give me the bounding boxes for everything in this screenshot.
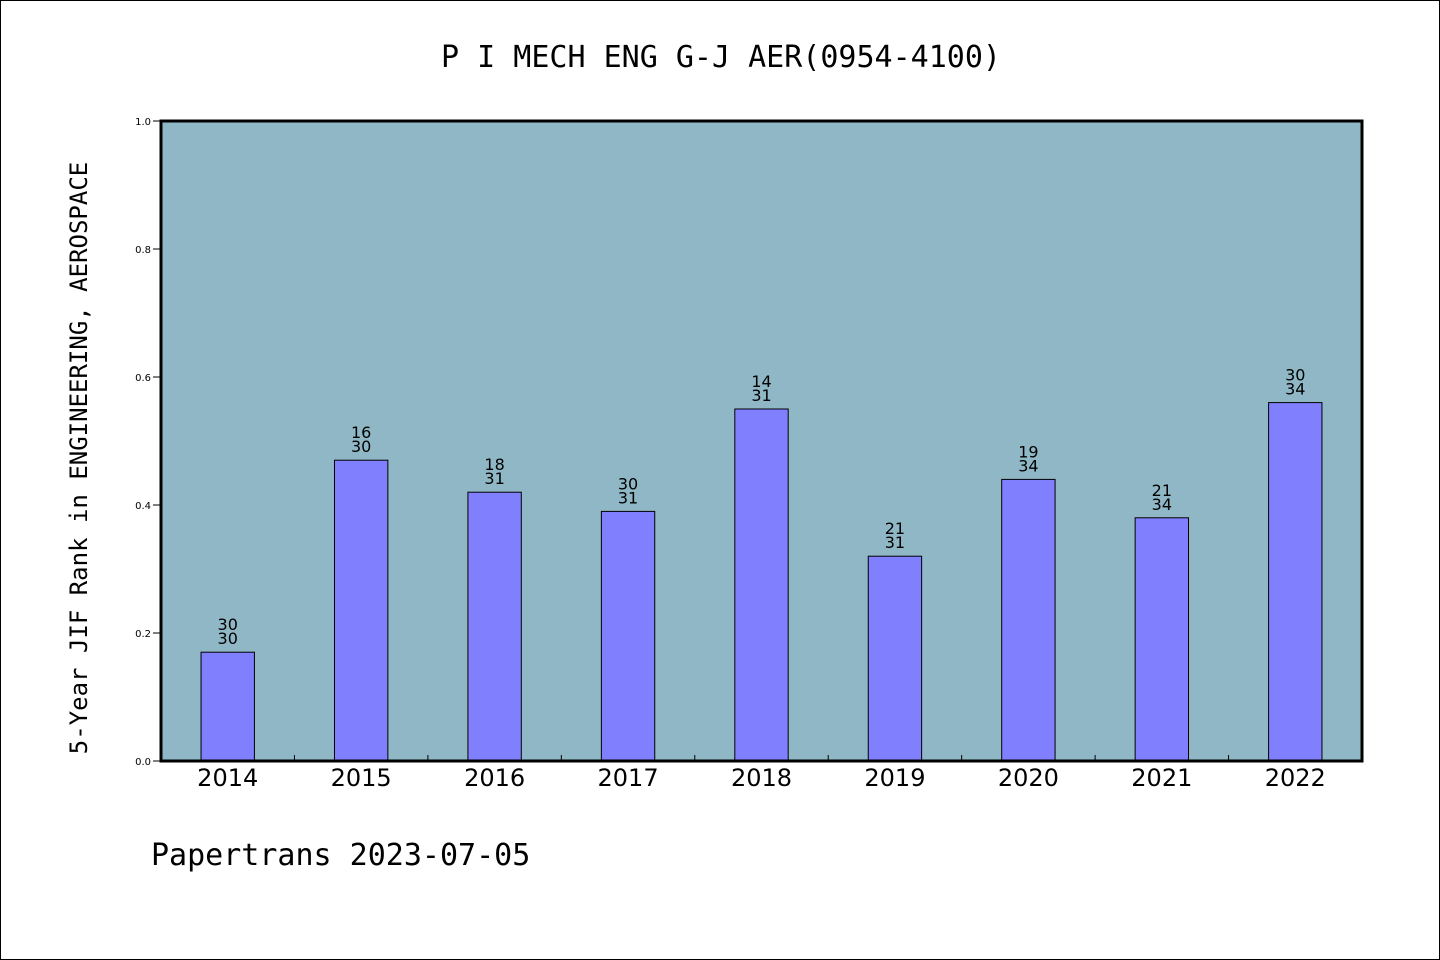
bar-label-rank: 30 bbox=[618, 474, 638, 493]
bar bbox=[467, 491, 522, 762]
y-tick-label: 1.0 bbox=[135, 117, 151, 128]
footer-text: Papertrans 2023-07-05 bbox=[151, 838, 530, 873]
bar bbox=[600, 510, 656, 762]
x-tick-label: 2020 bbox=[998, 764, 1059, 792]
x-tick-label: 2021 bbox=[1131, 764, 1192, 792]
bar-label-total: 31 bbox=[751, 386, 771, 405]
bar-label-rank: 30 bbox=[218, 615, 238, 634]
y-tick-label: 0.0 bbox=[135, 757, 151, 768]
bar-label-total: 31 bbox=[885, 533, 905, 552]
y-tick-label: 0.2 bbox=[135, 629, 151, 640]
bar-label-total: 34 bbox=[1018, 456, 1038, 475]
bar bbox=[867, 555, 923, 762]
y-tick-label: 0.8 bbox=[135, 245, 151, 256]
x-tick-label: 2015 bbox=[331, 764, 392, 792]
bar-label-rank: 21 bbox=[1152, 481, 1172, 500]
bar bbox=[1268, 402, 1323, 762]
bar-label-rank: 14 bbox=[751, 372, 771, 391]
bar-label-total: 30 bbox=[351, 437, 371, 456]
bar-label-rank: 21 bbox=[885, 519, 905, 538]
bar-label-total: 31 bbox=[618, 488, 638, 507]
bar-label-rank: 16 bbox=[351, 423, 371, 442]
bar-label-rank: 30 bbox=[1285, 366, 1305, 385]
x-tick-label: 2019 bbox=[864, 764, 925, 792]
bar-label-rank: 18 bbox=[484, 455, 504, 474]
plot-frame bbox=[159, 119, 1364, 763]
bar bbox=[333, 459, 389, 762]
y-axis: 0.0 0.2 0.4 0.6 0.8 1.0 bbox=[135, 117, 161, 768]
bar-label-total: 34 bbox=[1152, 495, 1172, 514]
bar-label-rank: 19 bbox=[1018, 442, 1038, 461]
bar bbox=[200, 651, 255, 762]
x-tick-label: 2022 bbox=[1265, 764, 1326, 792]
x-tick-label: 2016 bbox=[464, 764, 525, 792]
bar-label-total: 31 bbox=[484, 469, 504, 488]
x-tick-label: 2018 bbox=[731, 764, 792, 792]
chart-title: P I MECH ENG G-J AER(0954-4100) bbox=[441, 40, 1001, 75]
bar-label-total: 30 bbox=[218, 629, 238, 648]
y-axis-label: 5-Year JIF Rank in ENGINEERING, AEROSPAC… bbox=[65, 162, 93, 754]
y-tick-label: 0.4 bbox=[135, 501, 151, 512]
x-tick-label: 2017 bbox=[598, 764, 659, 792]
bar bbox=[734, 408, 789, 762]
x-tick-label: 2014 bbox=[197, 764, 258, 792]
y-tick-label: 0.6 bbox=[135, 373, 151, 384]
x-axis: 2014 2015 2016 2017 2018 2019 2020 2021 2022 bbox=[197, 755, 1326, 792]
bar-label-total: 34 bbox=[1285, 380, 1305, 399]
bar bbox=[1134, 517, 1190, 762]
bar bbox=[1001, 478, 1056, 762]
